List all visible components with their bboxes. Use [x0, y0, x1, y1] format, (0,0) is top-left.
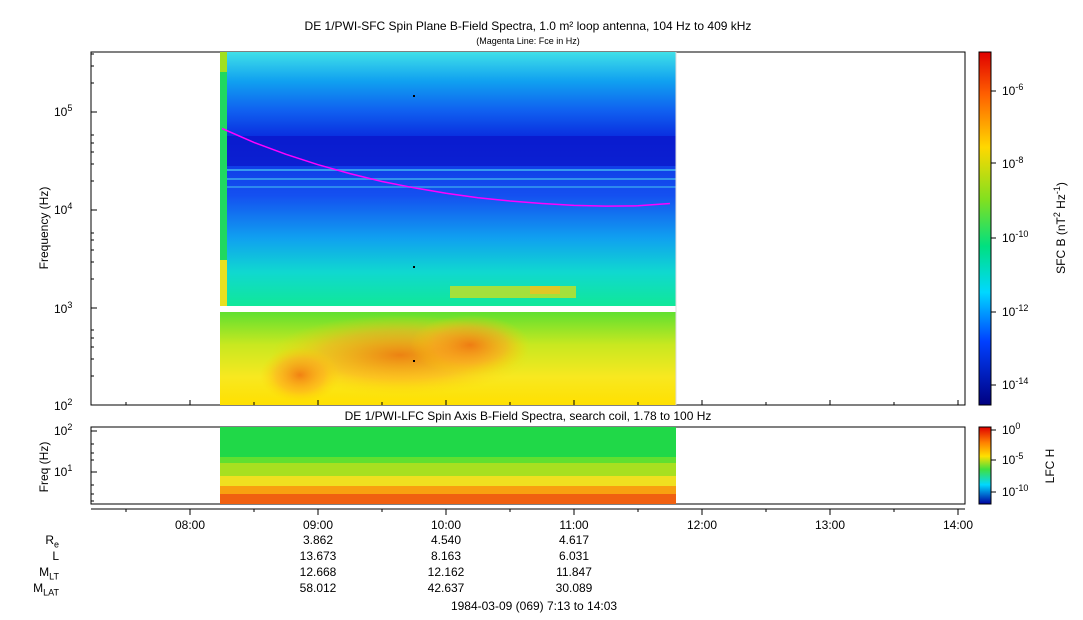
ephem-label-l: L [52, 549, 59, 563]
ephem-value: 3.862 [302, 533, 334, 547]
sfc-colorbar [978, 51, 992, 406]
ephem-value: 12.162 [427, 565, 465, 579]
sfc-colorbar-tick: 10-10 [1002, 229, 1029, 245]
time-ticks [125, 400, 959, 515]
time-tick-label: 13:00 [814, 518, 846, 532]
ephem-value: 30.089 [555, 581, 593, 595]
time-tick-label: 09:00 [302, 518, 334, 532]
sfc-y-tick: 102 [54, 397, 73, 413]
ephem-value: 42.637 [427, 581, 465, 595]
sfc-y-tick: 104 [54, 201, 73, 217]
ephem-label-re: Re [45, 533, 59, 550]
ephem-value: 11.847 [556, 565, 592, 579]
lfc-y-tick: 101 [54, 463, 73, 479]
lfc-colorbar-tick: 100 [1002, 421, 1021, 437]
lfc-y-tick: 102 [54, 422, 73, 438]
spectrogram-title: DE 1/PWI-SFC Spin Plane B-Field Spectra,… [304, 19, 752, 33]
ephem-value: 8.163 [430, 549, 462, 563]
artifact-dot [413, 95, 415, 97]
time-tick-label: 10:00 [430, 518, 462, 532]
ephem-value: 58.012 [299, 581, 337, 595]
sfc-colorbar-tick: 10-14 [1002, 376, 1029, 392]
spectrogram-subtitle: (Magenta Line: Fce in Hz) [476, 36, 580, 46]
ephem-value: 12.668 [299, 565, 337, 579]
ephem-label-mlat: MLAT [33, 581, 59, 598]
sfc-spectrogram [220, 52, 677, 405]
lfc-colorbar-tick: 10-10 [1002, 483, 1029, 499]
lfc-colorbar [978, 426, 992, 505]
artifact-dot [413, 266, 415, 268]
sfc-y-tick: 103 [54, 300, 73, 316]
time-tick-label: 14:00 [942, 518, 974, 532]
lfc-y-ticks [91, 430, 97, 502]
lfc-colorbar-tick: 10-5 [1002, 451, 1024, 467]
ephem-value: 6.031 [558, 549, 590, 563]
artifact-dot [413, 360, 415, 362]
sfc-y-ticks [91, 53, 97, 406]
time-range-footer: 1984-03-09 (069) 7:13 to 14:03 [450, 599, 618, 613]
sfc-y-tick: 105 [54, 103, 73, 119]
ephem-value: 4.617 [558, 533, 590, 547]
time-tick-label: 08:00 [174, 518, 206, 532]
sfc-colorbar-label: SFC B (nT2 Hz-1) [1052, 182, 1068, 274]
sfc-colorbar-tick: 10-12 [1002, 303, 1029, 319]
time-tick-label: 12:00 [686, 518, 718, 532]
lfc-colorbar-label: LFC H [1043, 448, 1057, 484]
ephem-value: 13.673 [299, 549, 337, 563]
lfc-title: DE 1/PWI-LFC Spin Axis B-Field Spectra, … [344, 409, 712, 423]
sfc-colorbar-tick: 10-6 [1002, 82, 1024, 98]
ephem-value: 4.540 [430, 533, 462, 547]
lfc-spectrogram [220, 427, 676, 504]
sfc-colorbar-tick: 10-8 [1002, 155, 1024, 171]
ephem-label-mlt: MLT [39, 565, 59, 582]
time-tick-label: 11:00 [559, 518, 589, 532]
fce-line [221, 127, 671, 207]
